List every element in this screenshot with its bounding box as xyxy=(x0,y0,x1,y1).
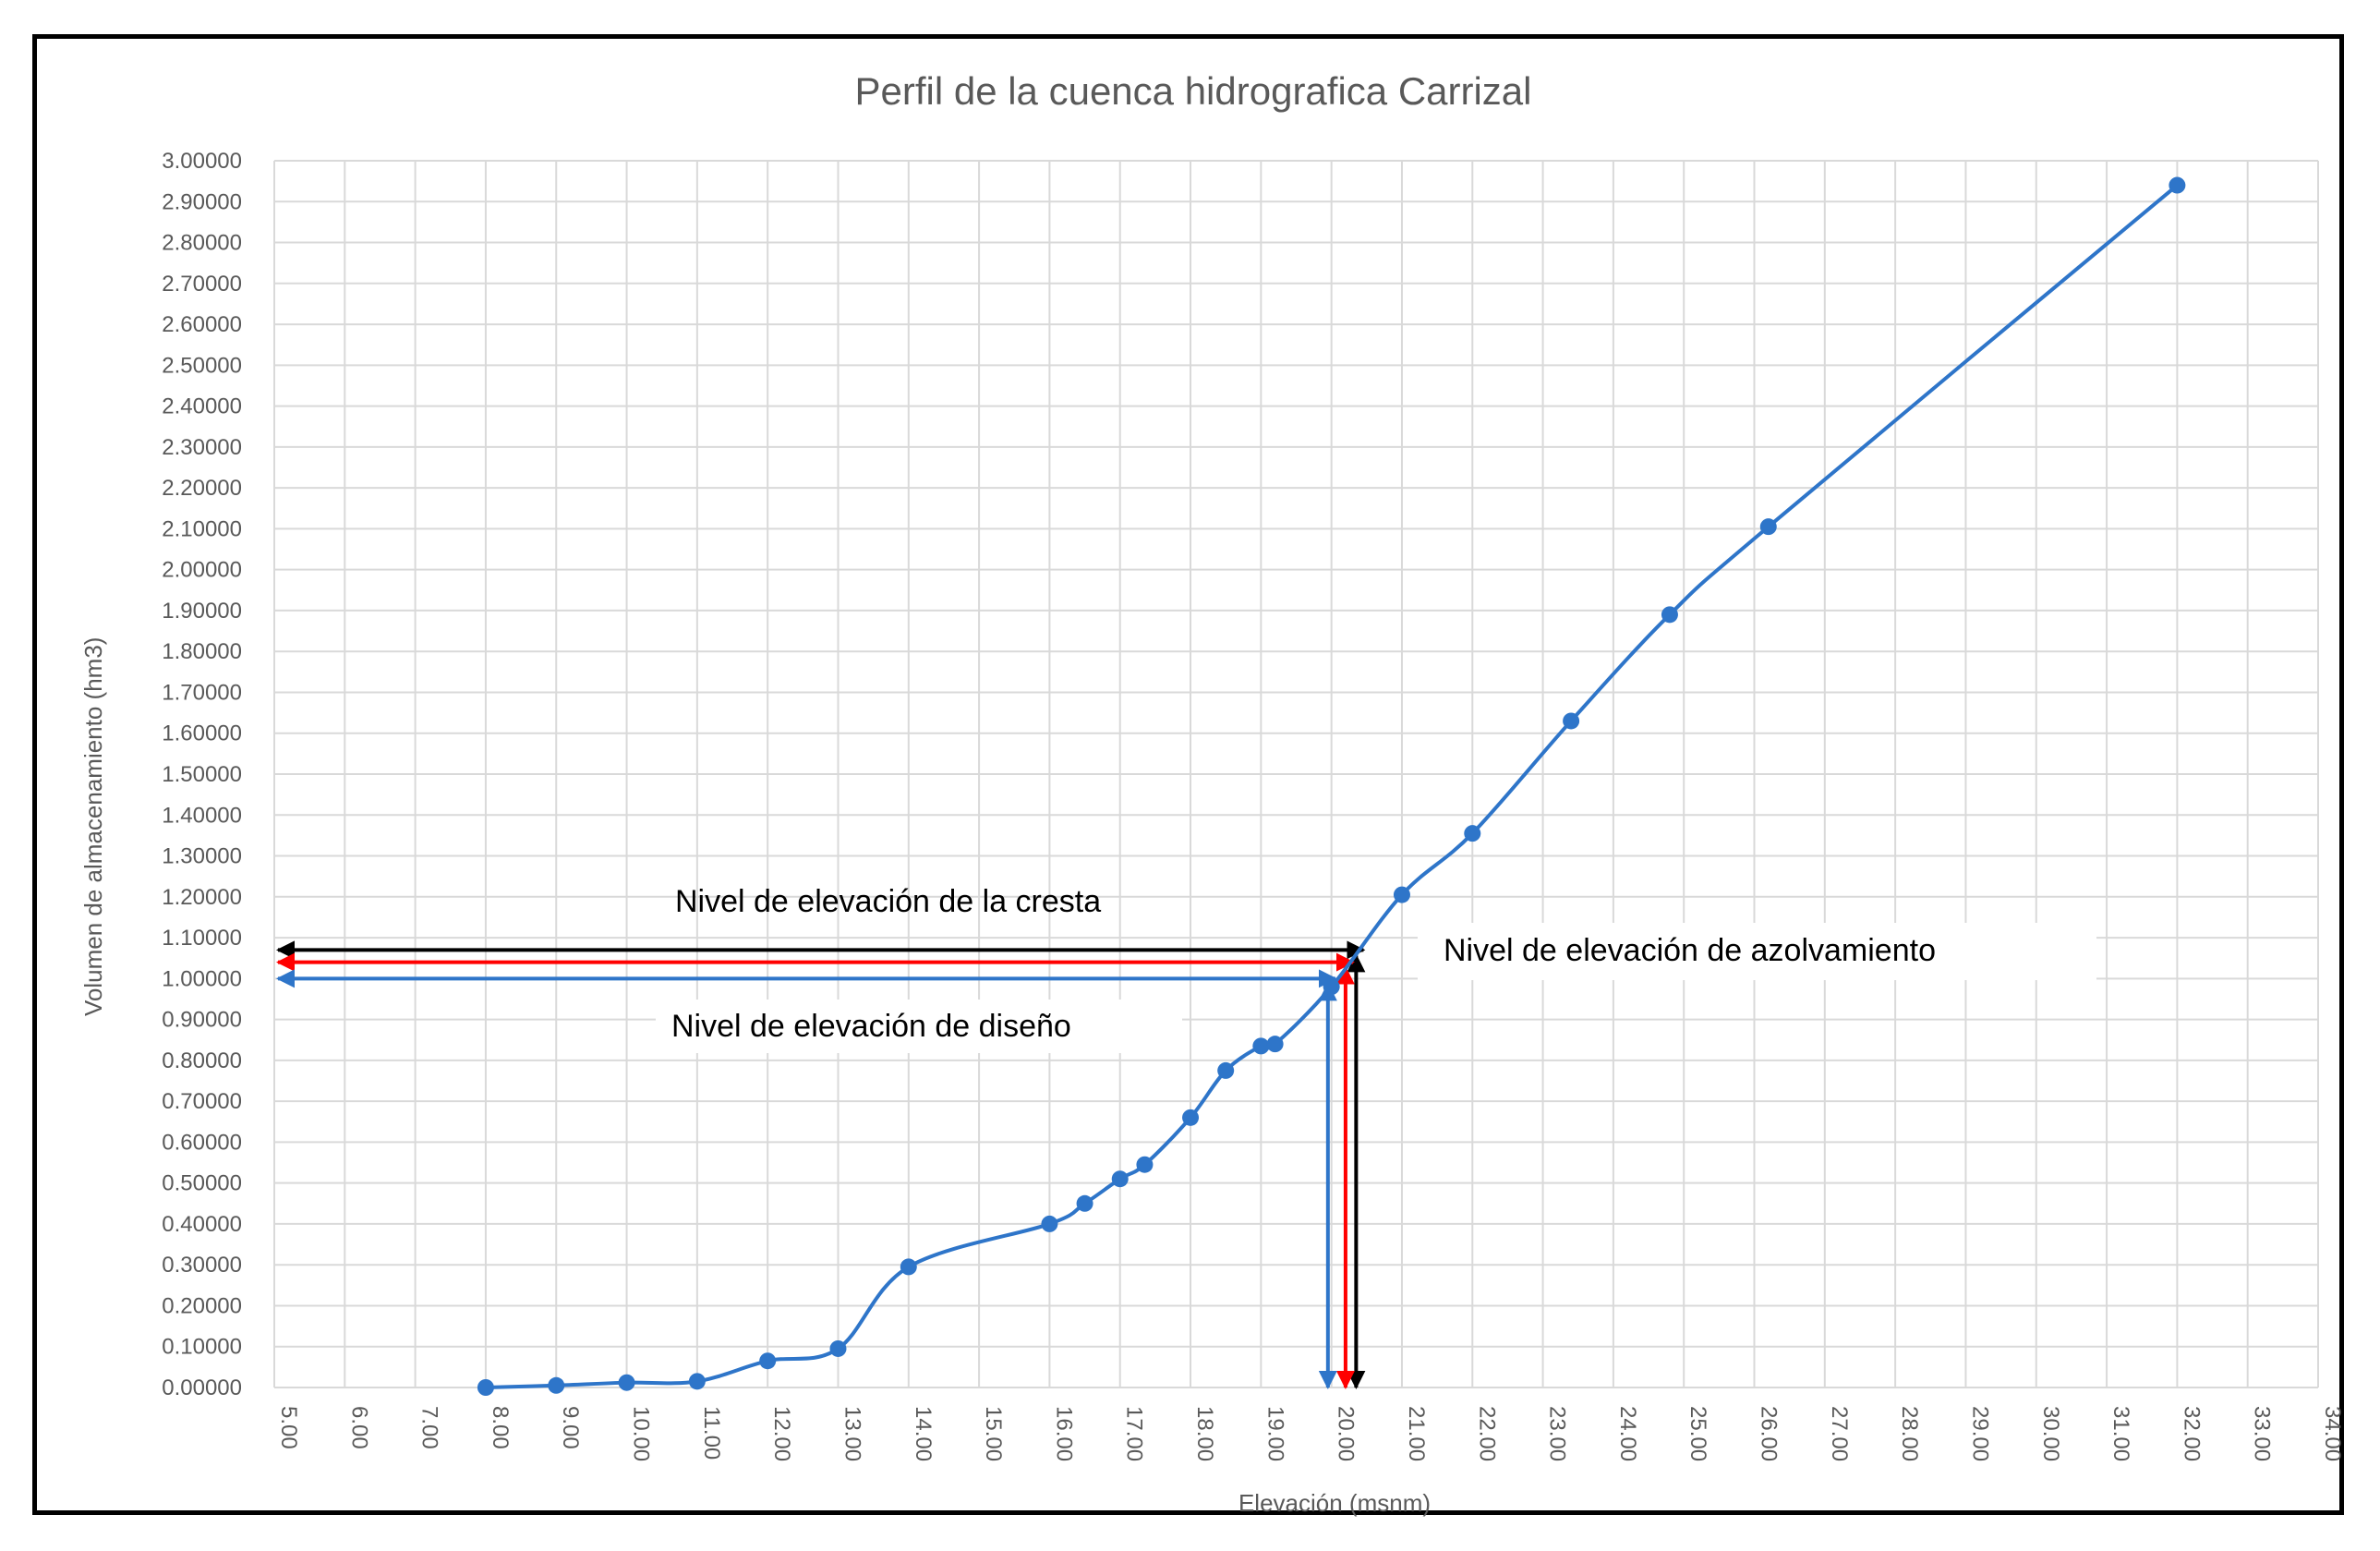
data-point xyxy=(829,1339,847,1357)
y-tick-label: 0.50000 xyxy=(162,1171,242,1196)
data-point xyxy=(1111,1170,1129,1188)
annotation-bg-design xyxy=(656,1000,1182,1053)
x-tick-label: 26.00 xyxy=(1757,1406,1782,1461)
x-tick-label: 11.00 xyxy=(699,1406,724,1460)
chart-title: Perfil de la cuenca hidrografica Carriza… xyxy=(854,69,1531,113)
series-layer xyxy=(477,176,2186,1396)
y-tick-label: 1.40000 xyxy=(162,803,242,828)
data-point xyxy=(2169,176,2186,194)
x-tick-label: 12.00 xyxy=(769,1406,794,1461)
y-tick-label: 1.00000 xyxy=(162,966,242,991)
y-tick-label: 1.60000 xyxy=(162,721,242,746)
x-tick-label: 20.00 xyxy=(1334,1406,1359,1461)
y-tick-label: 2.30000 xyxy=(162,435,242,460)
x-tick-label: 31.00 xyxy=(2108,1406,2133,1461)
y-tick-label: 2.90000 xyxy=(162,189,242,214)
x-tick-label: 29.00 xyxy=(1967,1406,1992,1461)
y-tick-label: 2.60000 xyxy=(162,312,242,337)
y-tick-label: 2.50000 xyxy=(162,353,242,378)
annotation-lines xyxy=(276,940,1366,1389)
y-tick-label: 1.90000 xyxy=(162,599,242,624)
x-tick-label: 14.00 xyxy=(911,1406,936,1461)
y-tick-label: 2.00000 xyxy=(162,558,242,583)
y-tick-label: 2.70000 xyxy=(162,272,242,297)
y-tick-label: 1.80000 xyxy=(162,639,242,664)
x-tick-label: 10.00 xyxy=(629,1406,654,1461)
y-tick-label: 0.90000 xyxy=(162,1008,242,1033)
y-tick-label: 2.10000 xyxy=(162,516,242,541)
data-point xyxy=(688,1373,706,1390)
x-tick-label: 19.00 xyxy=(1262,1406,1287,1461)
y-axis-ticks: 0.00000 0.10000 0.20000 0.30000 0.40000 0.500… xyxy=(162,149,242,1400)
x-tick-label: 23.00 xyxy=(1545,1406,1570,1461)
x-tick-label: 25.00 xyxy=(1685,1406,1710,1461)
y-tick-label: 1.70000 xyxy=(162,680,242,705)
data-point xyxy=(1217,1061,1235,1079)
y-tick-label: 0.40000 xyxy=(162,1212,242,1237)
y-tick-label: 0.00000 xyxy=(162,1375,242,1400)
y-tick-label: 2.40000 xyxy=(162,394,242,419)
y-tick-label: 0.10000 xyxy=(162,1335,242,1360)
x-tick-label: 6.00 xyxy=(346,1406,371,1449)
x-tick-label: 21.00 xyxy=(1404,1406,1429,1461)
data-point xyxy=(759,1352,777,1370)
y-axis-title: Volumen de almacenamiento (hm3) xyxy=(79,637,107,1016)
label-crest-level: Nivel de elevación de la cresta xyxy=(675,884,1101,919)
x-tick-label: 27.00 xyxy=(1827,1406,1852,1461)
data-point xyxy=(1182,1109,1200,1126)
x-tick-label: 34.00 xyxy=(2320,1406,2345,1461)
y-tick-label: 1.30000 xyxy=(162,844,242,869)
y-tick-label: 0.70000 xyxy=(162,1089,242,1114)
x-tick-label: 16.00 xyxy=(1051,1406,1076,1461)
grid xyxy=(273,160,2319,1388)
y-tick-label: 3.00000 xyxy=(162,149,242,174)
y-tick-label: 2.20000 xyxy=(162,476,242,501)
data-point xyxy=(1563,712,1580,730)
x-tick-label: 13.00 xyxy=(840,1406,864,1461)
label-design-level: Nivel de elevación de diseño xyxy=(671,1009,1071,1044)
data-point xyxy=(1076,1194,1093,1212)
data-point xyxy=(1759,518,1777,536)
x-tick-label: 22.00 xyxy=(1474,1406,1499,1461)
data-point xyxy=(1136,1156,1154,1173)
data-point xyxy=(1661,606,1678,624)
y-tick-label: 0.60000 xyxy=(162,1130,242,1155)
annotation-bg-silting xyxy=(1418,923,2096,980)
x-tick-label: 9.00 xyxy=(558,1406,583,1449)
x-tick-label: 15.00 xyxy=(981,1406,1006,1461)
data-point xyxy=(1323,978,1340,996)
x-axis-title: Elevación (msnm) xyxy=(1238,1489,1431,1517)
data-point xyxy=(618,1374,635,1391)
x-tick-label: 18.00 xyxy=(1192,1406,1217,1461)
x-tick-label: 17.00 xyxy=(1122,1406,1147,1461)
y-tick-label: 1.50000 xyxy=(162,762,242,787)
data-point xyxy=(1266,1036,1284,1053)
x-tick-label: 5.00 xyxy=(276,1406,301,1449)
x-tick-label: 30.00 xyxy=(2038,1406,2063,1461)
x-tick-label: 7.00 xyxy=(417,1406,442,1449)
data-point xyxy=(1464,825,1481,842)
data-point xyxy=(477,1379,494,1396)
y-tick-label: 0.30000 xyxy=(162,1253,242,1278)
y-tick-label: 1.20000 xyxy=(162,885,242,910)
y-tick-label: 0.20000 xyxy=(162,1293,242,1318)
data-point xyxy=(900,1258,917,1276)
x-tick-label: 28.00 xyxy=(1897,1406,1922,1461)
x-tick-label: 32.00 xyxy=(2179,1406,2204,1461)
x-tick-label: 24.00 xyxy=(1615,1406,1640,1461)
data-point xyxy=(1252,1037,1270,1055)
y-tick-label: 2.80000 xyxy=(162,231,242,256)
y-tick-label: 0.80000 xyxy=(162,1048,242,1073)
x-tick-label: 8.00 xyxy=(488,1406,513,1449)
data-point xyxy=(548,1376,565,1394)
data-point xyxy=(1393,886,1410,903)
x-tick-label: 33.00 xyxy=(2250,1406,2275,1461)
y-tick-label: 1.10000 xyxy=(162,926,242,951)
label-silting-level: Nivel de elevación de azolvamiento xyxy=(1444,933,1936,968)
x-axis-ticks: 5.00 6.00 7.00 8.00 9.00 10.00 11.00 12.00 13.00… xyxy=(276,1406,2345,1461)
data-point xyxy=(1041,1215,1058,1232)
